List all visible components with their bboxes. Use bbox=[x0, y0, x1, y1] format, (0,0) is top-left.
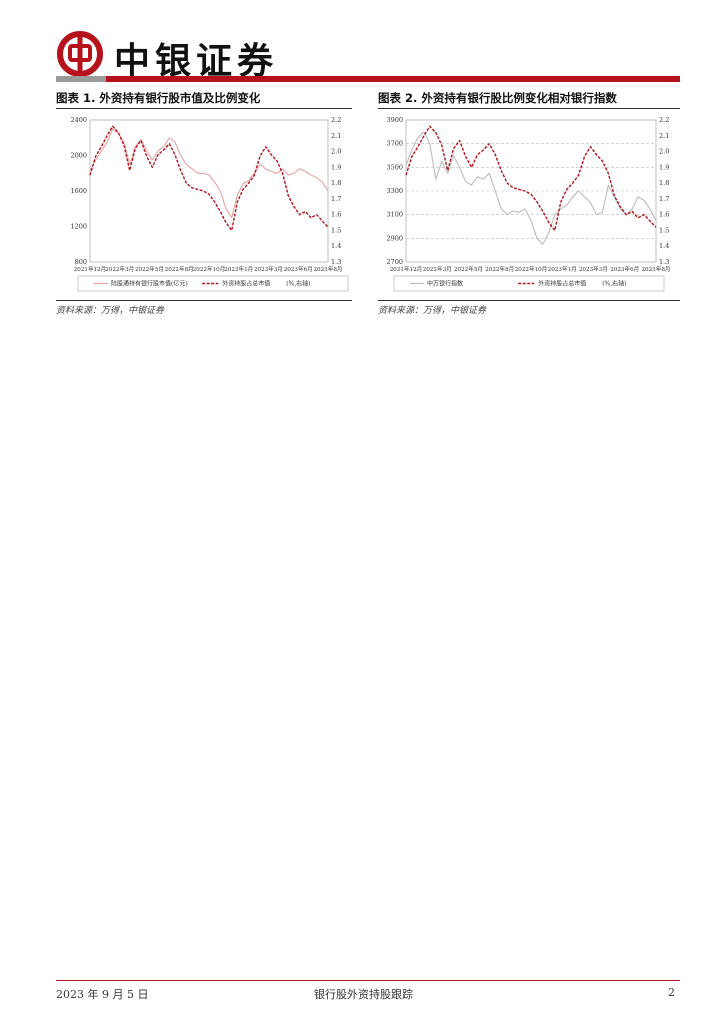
figure-2-title: 图表 2. 外资持有银行股比例变化相对银行指数 bbox=[378, 91, 617, 105]
y-left-tick-label: 3300 bbox=[386, 187, 403, 195]
company-name: 中银证券 bbox=[114, 41, 279, 82]
y-right-tick-label: 1.7 bbox=[331, 195, 341, 203]
x-tick-label: 2022年10月 bbox=[193, 265, 226, 273]
legend-label-0: 中万银行指数 bbox=[427, 280, 463, 288]
y-right-tick-label: 1.9 bbox=[659, 163, 669, 171]
y-right-tick-label: 1.4 bbox=[659, 242, 669, 250]
figure-1-title-rule bbox=[56, 108, 352, 109]
figure-2-source: 资料来源：万得，中银证券 bbox=[378, 306, 487, 316]
y-left-tick-label: 2000 bbox=[70, 152, 87, 160]
figure-1-source: 资料来源：万得，中银证券 bbox=[56, 306, 165, 316]
y-left-tick-label: 3100 bbox=[386, 211, 403, 219]
company-logo bbox=[56, 30, 104, 78]
x-tick-label: 2023年1月 bbox=[548, 265, 577, 273]
figure-2-chart: 3900 3700 3500 3300 3100 2900 2700 2.2 2.1 2.0 1.9… bbox=[378, 112, 680, 298]
x-tick-label: 2023年3月 bbox=[579, 265, 608, 273]
y-right-tick-label: 2.2 bbox=[659, 116, 669, 124]
footer-report-title: 银行股外资持股跟踪 bbox=[314, 988, 413, 1001]
legend-label-2: (%,右轴) bbox=[286, 280, 310, 288]
x-tick-label: 2022年10月 bbox=[515, 265, 548, 273]
x-tick-label: 2021年12月 bbox=[74, 265, 107, 273]
figure-1-chart-svg: 2400 2000 1600 1200 800 2.2 2.1 2.0 1.9 1.8 1.7 1.6… bbox=[70, 116, 349, 292]
y-right-tick-label: 1.6 bbox=[331, 211, 341, 219]
header-grey-bar bbox=[56, 76, 106, 82]
plot-area bbox=[89, 119, 329, 263]
y-right-tick-label: 1.5 bbox=[659, 226, 669, 234]
y-right-tick-label: 2.0 bbox=[331, 148, 341, 156]
y-left-tick-label: 800 bbox=[75, 258, 87, 266]
y-right-tick-label: 1.9 bbox=[331, 163, 341, 171]
x-tick-label: 2023年3月 bbox=[254, 265, 283, 273]
x-tick-label: 2022年8月 bbox=[165, 265, 194, 273]
legend-label-1: 外资持股占总市值 bbox=[538, 280, 586, 288]
y-right-tick-label: 1.8 bbox=[331, 179, 341, 187]
figure-2-bottom-rule bbox=[378, 300, 680, 301]
x-tick-label: 2022年8月 bbox=[485, 265, 514, 273]
y-left-tick-label: 3700 bbox=[386, 140, 403, 148]
x-tick-label: 2022年5月 bbox=[135, 265, 164, 273]
footer-date: 2023 年 9 月 5 日 bbox=[56, 988, 149, 1001]
y-left-tick-label: 2700 bbox=[386, 258, 403, 266]
x-tick-label: 2021年12月 bbox=[390, 265, 423, 273]
y-left-tick-label: 3900 bbox=[386, 116, 403, 124]
x-tick-label: 2022年3月 bbox=[105, 265, 134, 273]
legend-label-1: 外资持股占总市值 bbox=[222, 280, 270, 288]
series-line-0 bbox=[89, 128, 329, 219]
header-red-bar bbox=[106, 76, 680, 82]
figure-1-title: 图表 1. 外资持有银行股市值及比例变化 bbox=[56, 91, 261, 105]
footer-page-number: 2 bbox=[668, 986, 675, 999]
figure-2-title-rule bbox=[378, 108, 680, 109]
figure-1-chart: 2400 2000 1600 1200 800 2.2 2.1 2.0 1.9 1.8 1.7 1.6… bbox=[56, 112, 352, 298]
y-right-tick-label: 1.8 bbox=[659, 179, 669, 187]
y-right-tick-label: 1.7 bbox=[659, 195, 669, 203]
legend-label-2: (%,右轴) bbox=[602, 280, 626, 288]
bank-of-china-logo-icon bbox=[57, 31, 103, 77]
y-left-tick-label: 3500 bbox=[386, 163, 403, 171]
y-right-tick-label: 1.3 bbox=[659, 258, 669, 266]
x-tick-label: 2023年6月 bbox=[610, 265, 639, 273]
x-tick-label: 2022年3月 bbox=[423, 265, 452, 273]
y-right-tick-label: 2.2 bbox=[331, 116, 341, 124]
series-line-1 bbox=[89, 125, 329, 232]
y-right-tick-label: 1.4 bbox=[331, 242, 341, 250]
figure-1-bottom-rule bbox=[56, 300, 352, 301]
y-left-tick-label: 1200 bbox=[70, 223, 87, 231]
series-line-0 bbox=[405, 131, 657, 245]
x-tick-label: 2023年1月 bbox=[224, 265, 253, 273]
x-tick-label: 2023年8月 bbox=[642, 265, 671, 273]
y-right-tick-label: 1.3 bbox=[331, 258, 341, 266]
y-right-tick-label: 2.1 bbox=[659, 132, 669, 140]
y-left-tick-label: 2900 bbox=[386, 234, 403, 242]
x-tick-label: 2022年5月 bbox=[454, 265, 483, 273]
y-right-tick-label: 1.6 bbox=[659, 211, 669, 219]
footer-rule bbox=[56, 980, 680, 981]
series-line-1 bbox=[405, 125, 657, 232]
figure-2-chart-svg: 3900 3700 3500 3300 3100 2900 2700 2.2 2.1 2.0 1.9… bbox=[386, 116, 671, 292]
y-left-tick-label: 2400 bbox=[70, 116, 87, 124]
y-right-tick-label: 2.1 bbox=[331, 132, 341, 140]
x-tick-label: 2023年8月 bbox=[314, 265, 343, 273]
y-left-tick-label: 1600 bbox=[70, 187, 87, 195]
y-right-tick-label: 1.5 bbox=[331, 226, 341, 234]
x-tick-label: 2023年6月 bbox=[284, 265, 313, 273]
y-right-tick-label: 2.0 bbox=[659, 148, 669, 156]
legend-label-0: 陆股通持有银行股市值(亿元) bbox=[111, 280, 188, 288]
